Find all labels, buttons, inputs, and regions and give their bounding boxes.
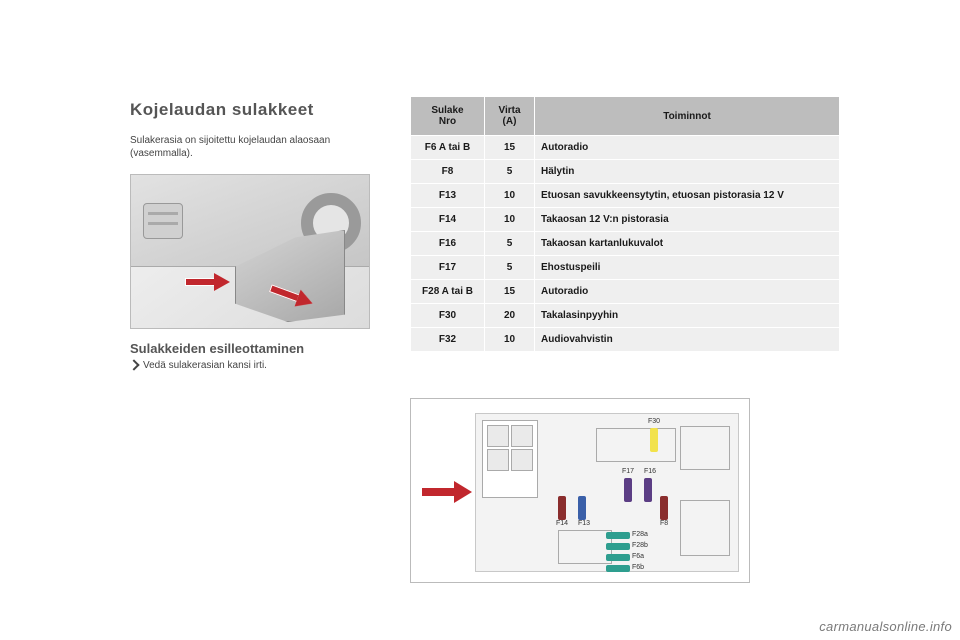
cell-virta: 20 (485, 304, 535, 328)
module-outline (596, 428, 676, 462)
air-vent (143, 203, 183, 239)
fuse-label: F8 (660, 520, 668, 527)
fuse-label: F30 (648, 418, 660, 425)
cell-fn: Etuosan savukkeensytytin, etuosan pistor… (535, 184, 840, 208)
fuse-f8 (660, 496, 668, 520)
cell-fn: Takaosan kartanlukuvalot (535, 232, 840, 256)
cell-virta: 15 (485, 280, 535, 304)
table-row: F165Takaosan kartanlukuvalot (411, 232, 840, 256)
pull-arrow-2 (269, 287, 315, 305)
fuse-label: F28a (632, 531, 648, 538)
module-outline (680, 500, 730, 556)
fuse-label: F13 (578, 520, 590, 527)
fuse-f6b (606, 565, 630, 572)
module-outline (680, 426, 730, 470)
section-title: Kojelaudan sulakkeet (130, 100, 390, 120)
col-header-virta: Virta(A) (485, 97, 535, 136)
fuse-label: F6b (632, 564, 644, 571)
table-row: F1310Etuosan savukkeensytytin, etuosan p… (411, 184, 840, 208)
fusebox-board: F30 F17 F16 F14 F13 F8 F28a F28b F6a F6b (475, 413, 739, 572)
fuse-label: F28b (632, 542, 648, 549)
step-label: Vedä sulakerasian kansi irti. (143, 360, 267, 371)
fuse-f16 (644, 478, 652, 502)
table-row: F6 A tai B15Autoradio (411, 136, 840, 160)
cell-virta: 5 (485, 256, 535, 280)
relay-box (482, 420, 538, 498)
fuse-f28b (606, 543, 630, 550)
step-text: Vedä sulakerasian kansi irti. (130, 360, 390, 371)
cell-fn: Audiovahvistin (535, 328, 840, 352)
fuse-f28a (606, 532, 630, 539)
cell-fn: Autoradio (535, 280, 840, 304)
cell-virta: 5 (485, 160, 535, 184)
cell-fn: Takalasinpyyhin (535, 304, 840, 328)
cell-virta: 10 (485, 208, 535, 232)
cell-nro: F8 (411, 160, 485, 184)
fuse-f6a (606, 554, 630, 561)
fuse-label: F17 (622, 468, 634, 475)
fusebox-diagram: F30 F17 F16 F14 F13 F8 F28a F28b F6a F6b (410, 398, 750, 583)
fuse-table: SulakeNro Virta(A) Toiminnot F6 A tai B1… (410, 96, 840, 352)
cell-virta: 10 (485, 328, 535, 352)
watermark: carmanualsonline.info (819, 619, 952, 634)
cell-fn: Autoradio (535, 136, 840, 160)
cell-virta: 15 (485, 136, 535, 160)
fuse-f13 (578, 496, 586, 520)
col-header-nro: SulakeNro (411, 97, 485, 136)
fuse-f30 (650, 428, 658, 452)
table-row: F3020Takalasinpyyhin (411, 304, 840, 328)
fuse-label: F14 (556, 520, 568, 527)
fuse-label: F6a (632, 553, 644, 560)
module-outline (558, 530, 612, 564)
dashboard-illustration (130, 174, 370, 329)
cell-fn: Ehostuspeili (535, 256, 840, 280)
cell-fn: Takaosan 12 V:n pistorasia (535, 208, 840, 232)
table-header-row: SulakeNro Virta(A) Toiminnot (411, 97, 840, 136)
cell-nro: F30 (411, 304, 485, 328)
table-row: F175Ehostuspeili (411, 256, 840, 280)
cell-nro: F14 (411, 208, 485, 232)
table-row: F85Hälytin (411, 160, 840, 184)
table-row: F3210Audiovahvistin (411, 328, 840, 352)
cell-nro: F6 A tai B (411, 136, 485, 160)
cell-nro: F32 (411, 328, 485, 352)
cell-fn: Hälytin (535, 160, 840, 184)
pull-arrow-1 (185, 273, 231, 291)
subsection-title: Sulakkeiden esilleottaminen (130, 341, 390, 356)
col-header-toiminnot: Toiminnot (535, 97, 840, 136)
fuse-label: F16 (644, 468, 656, 475)
cell-nro: F13 (411, 184, 485, 208)
cell-nro: F17 (411, 256, 485, 280)
cell-nro: F28 A tai B (411, 280, 485, 304)
fuse-f14 (558, 496, 566, 520)
fuse-f17 (624, 478, 632, 502)
cell-virta: 10 (485, 184, 535, 208)
table-row: F1410Takaosan 12 V:n pistorasia (411, 208, 840, 232)
cell-nro: F16 (411, 232, 485, 256)
intro-text: Sulakerasia on sijoitettu kojelaudan ala… (130, 134, 390, 160)
table-row: F28 A tai B15Autoradio (411, 280, 840, 304)
chevron-icon (130, 361, 139, 370)
cell-virta: 5 (485, 232, 535, 256)
